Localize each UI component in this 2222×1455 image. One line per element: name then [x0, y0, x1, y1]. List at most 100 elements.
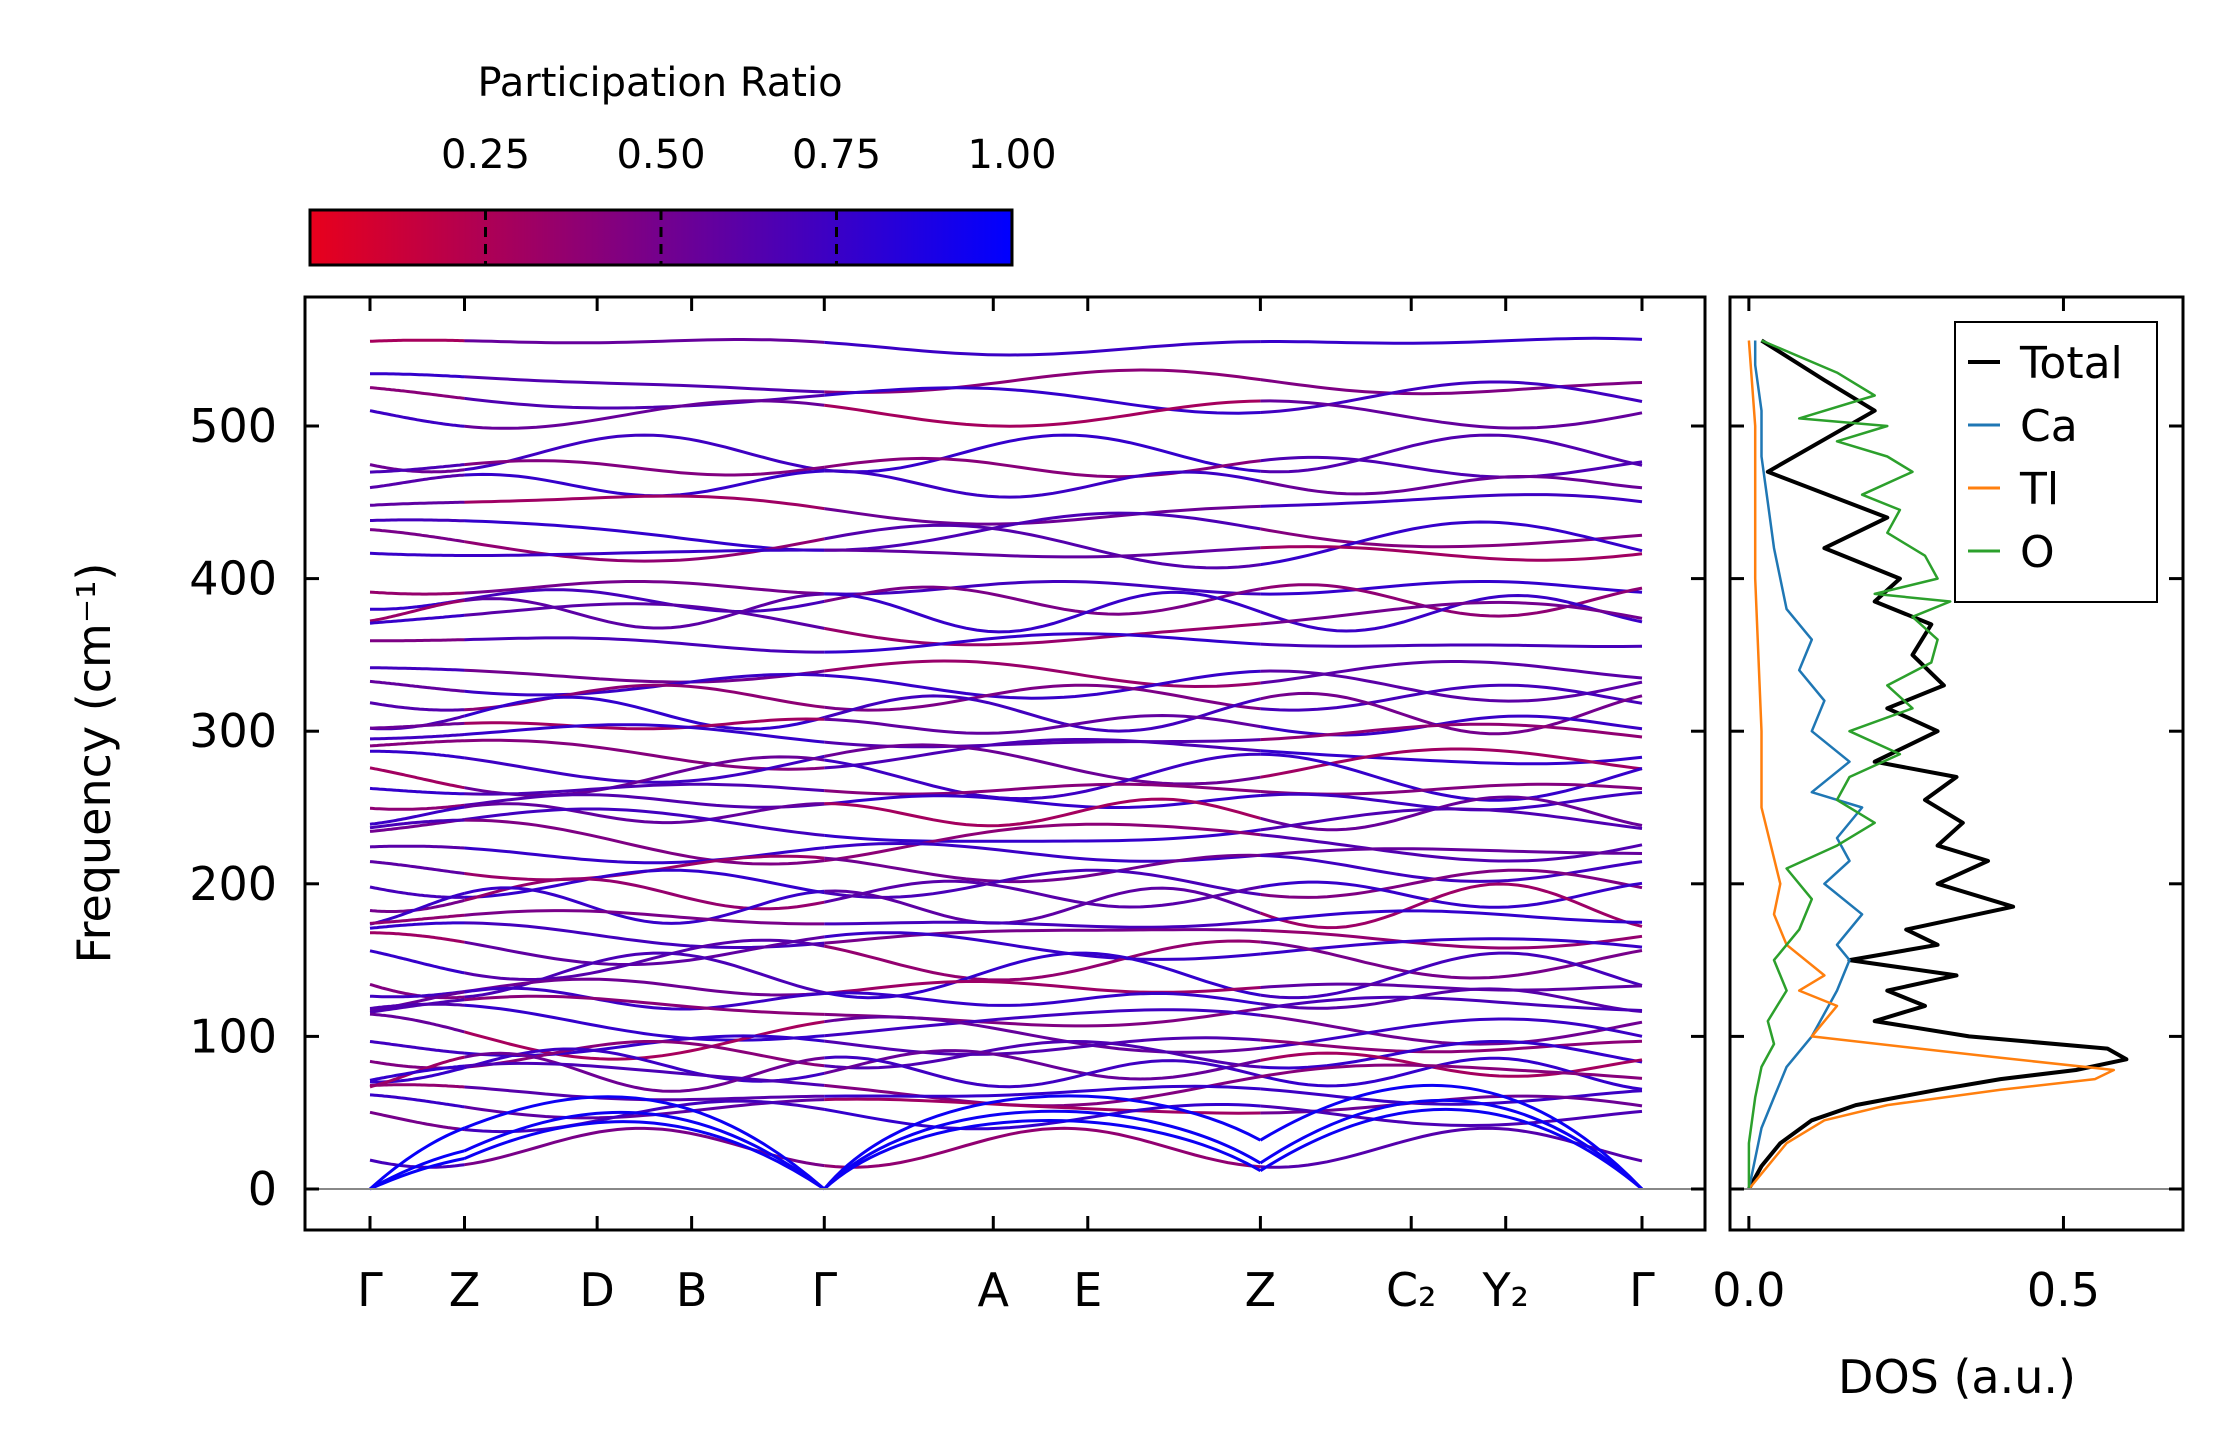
phonon-band: [464, 580, 825, 596]
legend-label: Ca: [2020, 401, 2078, 452]
phonon-band: [1260, 854, 1643, 883]
acoustic-branch: [823, 1109, 1262, 1191]
phonon-band: [1260, 868, 1643, 899]
colorbar-tick-label: 1.00: [967, 132, 1056, 178]
phonon-band: [1260, 937, 1643, 956]
dos-x-tick-label: 0.5: [2027, 1263, 2100, 1317]
phonon-band: [1260, 683, 1643, 712]
phonon-band: [824, 368, 1261, 395]
phonon-band: [369, 338, 465, 343]
phonon-band: [369, 666, 465, 672]
phonon-band: [369, 1064, 465, 1082]
dos-x-axis: 0.0 0.5: [1712, 297, 2100, 1317]
phonon-band: [1260, 580, 1643, 596]
phonon-band: [1260, 951, 1643, 1000]
phonon-band: [464, 548, 825, 557]
phonon-band: [369, 1012, 465, 1034]
colorbar: Participation Ratio 0.25 0.50 0.75 1.00: [308, 60, 1057, 267]
dos-panel: 0.0 0.5 DOS (a.u.) Total Ca Tl O: [1712, 295, 2185, 1404]
acoustic-branch: [823, 1119, 1262, 1191]
colorbar-tick-label: 0.25: [441, 132, 530, 178]
phonon-band: [464, 977, 825, 997]
phonon-band: [824, 822, 1261, 863]
phonon-band: [824, 386, 1261, 415]
dos-curve-total: [1747, 338, 2129, 1190]
acoustic-branch: [823, 1094, 1262, 1190]
phonon-band: [464, 459, 825, 477]
phonon-band: [824, 469, 1261, 499]
phonon-band: [464, 921, 825, 949]
phonon-band: [1260, 1040, 1643, 1070]
phonon-band: [464, 723, 825, 744]
phonon-band: [1260, 642, 1643, 648]
phonon-band: [824, 340, 1261, 357]
phonon-band: [1260, 1104, 1643, 1128]
phonon-band: [1260, 527, 1643, 549]
phonon-bands: [368, 336, 1644, 1191]
k-point-label: A: [978, 1263, 1010, 1317]
phonon-band: [369, 386, 465, 400]
acoustic-branch: [1259, 1107, 1643, 1191]
phonon-band: [1260, 545, 1643, 562]
acoustic-branch: [463, 1110, 826, 1191]
phonon-band: [369, 860, 465, 875]
colorbar-tick-label: 0.50: [616, 132, 705, 178]
phonon-band: [369, 844, 465, 850]
phonon-band: [464, 807, 825, 837]
phonon-band: [369, 1110, 465, 1132]
phonon-band: [464, 818, 825, 866]
acoustic-branch: [369, 1149, 465, 1191]
phonon-band: [1260, 847, 1643, 857]
k-point-label: B: [676, 1263, 708, 1317]
phonon-band: [824, 979, 1261, 995]
y-tick-label: 200: [189, 857, 277, 911]
phonon-band: [369, 1093, 465, 1109]
phonon-band: [1260, 455, 1643, 479]
phonon-band: [824, 738, 1261, 770]
phonon-band: [464, 695, 825, 731]
dos-x-axis-title: DOS (a.u.): [1838, 1350, 2076, 1404]
dos-curves: [1747, 338, 2129, 1190]
phonon-band: [824, 1039, 1261, 1070]
k-point-label: Z: [449, 1263, 481, 1317]
phonon-band: [824, 504, 1261, 526]
phonon-band: [369, 739, 465, 748]
phonon-band: [1259, 593, 1643, 633]
phonon-band: [464, 909, 825, 926]
k-point-label: C₂: [1386, 1263, 1437, 1317]
phonon-band: [464, 877, 825, 911]
phonon-band: [824, 1084, 1261, 1098]
acoustic-branch: [368, 1126, 466, 1191]
phonon-band: [824, 659, 1261, 689]
k-point-label: Y₂: [1481, 1263, 1529, 1317]
phonon-band: [369, 766, 465, 790]
phonon-band: [824, 546, 1261, 559]
phonon-band: [1260, 782, 1643, 796]
phonon-band: [369, 599, 465, 623]
phonon-band: [1260, 995, 1643, 1012]
phonon-band: [1260, 378, 1643, 396]
phonon-band: [824, 523, 1261, 570]
phonon-band: [1260, 1038, 1643, 1054]
phonon-band: [1260, 747, 1643, 779]
band-structure-panel: 0 100 200 300 400 500 Γ Z D B Γ A E Z C₂ Y₂ Γ Frequency…: [67, 295, 1707, 1317]
phonon-band: [370, 749, 465, 760]
phonon-band: [1260, 833, 1643, 863]
band-y-axis: 0 100 200 300 400 500: [189, 399, 1705, 1216]
phonon-band: [464, 782, 825, 796]
y-tick-label: 300: [189, 704, 277, 758]
phonon-band: [464, 602, 825, 630]
y-axis-title: Frequency (cm⁻¹): [67, 563, 121, 964]
phonon-band: [464, 592, 825, 630]
phonon-band: [464, 868, 825, 899]
colorbar-ticks: 0.25 0.50 0.75 1.00: [441, 132, 1057, 265]
phonon-band: [369, 1002, 465, 1010]
phonon-band: [369, 473, 465, 490]
phonon-band: [824, 794, 1261, 809]
phonon-band: [1260, 336, 1643, 345]
phonon-band: [1260, 583, 1643, 618]
colorbar-title: Participation Ratio: [477, 60, 842, 106]
phonon-band: [464, 938, 825, 982]
phonon-band: [369, 463, 465, 474]
